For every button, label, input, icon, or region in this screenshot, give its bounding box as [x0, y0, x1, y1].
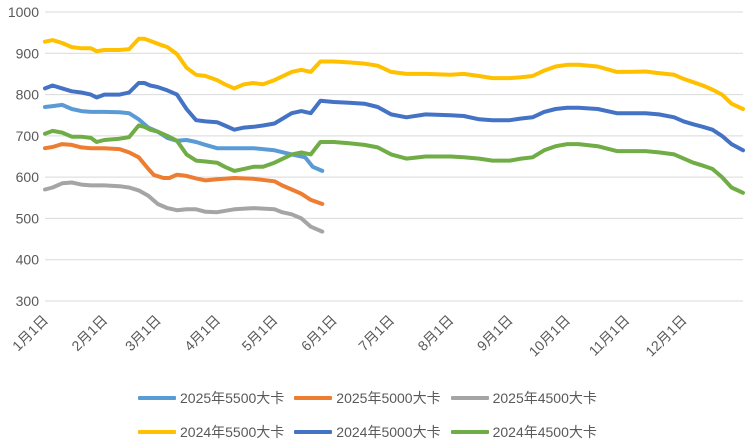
- legend-label: 2024年4500大卡: [492, 424, 597, 440]
- legend-swatch: [138, 430, 176, 434]
- legend-item: 2024年5000大卡: [294, 422, 441, 442]
- y-tick-label: 500: [16, 210, 40, 226]
- x-tick-label: 1月1日: [9, 312, 51, 354]
- x-tick-label: 5月1日: [238, 312, 280, 354]
- legend-item: 2024年4500大卡: [450, 422, 597, 442]
- series-line: [43, 123, 745, 195]
- y-tick-label: 800: [16, 87, 40, 103]
- y-tick-label: 600: [16, 169, 40, 185]
- series-line: [43, 180, 325, 234]
- y-tick-label: 1000: [8, 4, 39, 20]
- legend-swatch: [294, 396, 333, 400]
- legend-label: 2024年5000大卡: [336, 424, 441, 440]
- y-axis: 300 400 500 600 700 800 900 1000: [8, 4, 39, 309]
- legend-row-2024: 2024年5500大卡 2024年5000大卡 2024年4500大卡: [138, 422, 607, 442]
- legend-swatch: [450, 396, 489, 400]
- legend-label: 2025年4500大卡: [492, 390, 597, 406]
- x-tick-label: 9月1日: [474, 312, 516, 354]
- y-tick-label: 400: [16, 252, 40, 268]
- x-tick-label: 4月1日: [181, 312, 223, 354]
- legend-swatch: [138, 396, 176, 400]
- y-tick-label: 700: [16, 128, 40, 144]
- x-tick-label: 2月1日: [68, 312, 110, 354]
- x-tick-label: 10月1日: [526, 312, 574, 360]
- legend-label: 2025年5000大卡: [336, 390, 441, 406]
- series-line: [43, 36, 745, 111]
- line-chart: 300 400 500 600 700 800 900 1000 1月1日 2月1日 3月1日 4月…: [8, 4, 745, 360]
- x-tick-label: 6月1日: [298, 312, 340, 354]
- y-tick-label: 900: [16, 45, 40, 61]
- x-axis: 1月1日 2月1日 3月1日 4月1日 5月1日 6月1日 7月1日 8月1日 9月1日 10月1…: [9, 312, 690, 360]
- legend-swatch: [450, 430, 489, 434]
- legend-item: 2025年5000大卡: [294, 388, 441, 408]
- x-tick-label: 12月1日: [642, 312, 690, 360]
- legend-item: 2025年5500大卡: [138, 388, 284, 408]
- legend-swatch: [294, 430, 333, 434]
- y-tick-label: 300: [16, 293, 40, 309]
- x-tick-label: 7月1日: [355, 312, 397, 354]
- series-line: [43, 81, 745, 153]
- legend-label: 2025年5500大卡: [180, 390, 285, 406]
- x-tick-label: 3月1日: [122, 312, 164, 354]
- legend-row-2025: 2025年5500大卡 2025年5000大卡 2025年4500大卡: [138, 388, 607, 408]
- series-line: [43, 142, 325, 206]
- legend-label: 2024年5500大卡: [180, 424, 285, 440]
- x-tick-label: 8月1日: [414, 312, 456, 354]
- series-lines: [43, 36, 745, 234]
- legend-item: 2024年5500大卡: [138, 422, 284, 442]
- x-tick-label: 11月1日: [586, 312, 633, 359]
- legend-item: 2025年4500大卡: [450, 388, 597, 408]
